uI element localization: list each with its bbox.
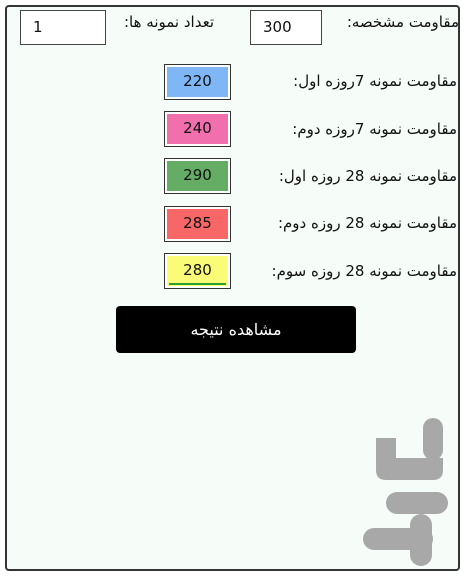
input-focus-underline	[169, 283, 226, 285]
sample-28day-2-label: مقاومت نمونه 28 روزه دوم:	[277, 214, 457, 232]
sample-28day-3-label: مقاومت نمونه 28 روزه سوم:	[271, 262, 457, 280]
sample-7day-2-input[interactable]: 240	[164, 111, 231, 147]
sample-28day-3-value: 280	[183, 261, 212, 279]
sample-7day-2-label: مقاومت نمونه 7روزه دوم:	[292, 120, 457, 138]
sample-28day-1-label: مقاومت نمونه 28 روزه اول:	[278, 167, 457, 185]
show-result-button[interactable]: مشاهده نتیجه	[116, 306, 356, 353]
sample-count-input[interactable]: 1	[20, 10, 106, 45]
specified-strength-input[interactable]: 300	[250, 10, 322, 45]
sample-7day-1-input[interactable]: 220	[164, 64, 231, 100]
specified-strength-label: مقاومت مشخصه:	[346, 13, 459, 31]
sample-7day-1-label: مقاومت نمونه 7روزه اول:	[293, 72, 457, 90]
sample-28day-3-input[interactable]: 280	[164, 253, 231, 289]
bazaar-logo-icon	[363, 418, 448, 566]
sample-count-label: تعداد نمونه ها:	[123, 13, 214, 31]
sample-28day-1-input[interactable]: 290	[164, 158, 231, 194]
sample-28day-2-input[interactable]: 285	[164, 206, 231, 242]
